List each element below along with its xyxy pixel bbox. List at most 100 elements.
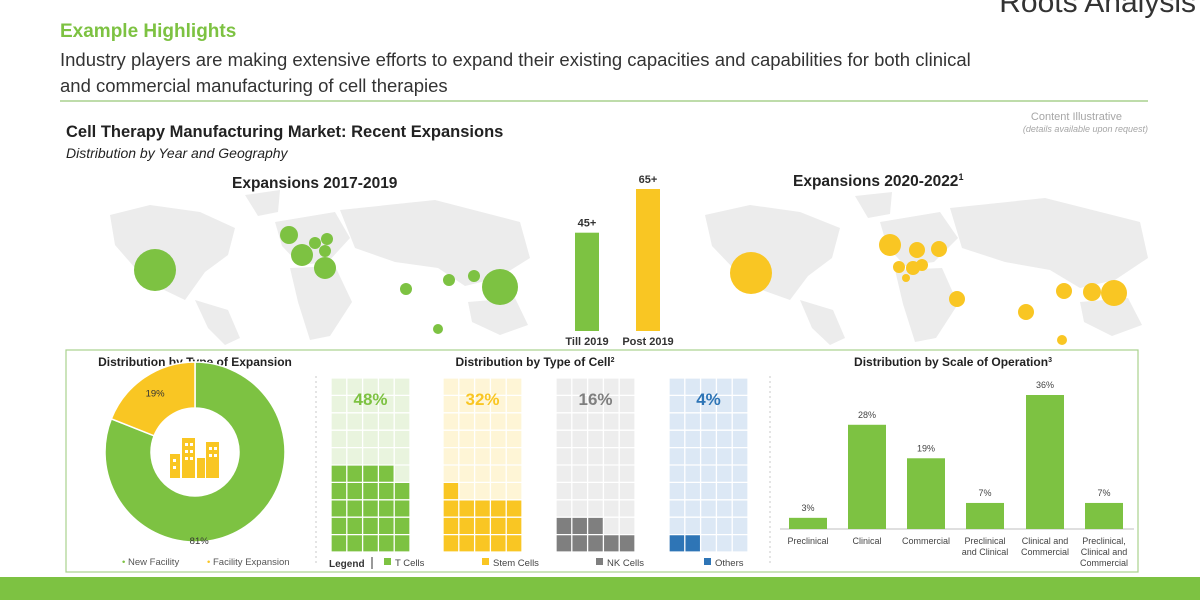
waffle-value-t-cells: 48% xyxy=(353,390,387,409)
bar-label-till-2019: Till 2019 xyxy=(565,336,608,348)
bubble-asia-2 xyxy=(468,270,480,282)
bubble-asia-4 xyxy=(433,324,443,334)
right-map-label-text: Expansions 2020-2022 xyxy=(793,173,958,190)
scale-label-clinical: Clinical xyxy=(852,536,881,546)
chart-title: Cell Therapy Manufacturing Market: Recen… xyxy=(66,123,503,141)
scale-title: Distribution by Scale of Operation3 xyxy=(854,355,1052,369)
waffle-cell-nk-cells xyxy=(571,517,588,535)
bubble-europe-6 xyxy=(314,257,336,279)
scale-value-preclinical: 3% xyxy=(801,503,814,513)
bubble-asia-r3 xyxy=(1101,280,1127,306)
waffle-cell-t-cells xyxy=(346,465,363,483)
scale-bar-preclinical xyxy=(789,517,827,529)
bar-value-till-2019: 45+ xyxy=(578,218,597,230)
waffle-cell-stem-cells xyxy=(490,534,507,552)
waffle-cell-nk-cells xyxy=(587,517,604,535)
bubble-europe-4 xyxy=(321,233,333,245)
scale-bar-preclinical-and-clinical xyxy=(966,502,1004,529)
legend-swatch-stem-cells xyxy=(482,558,489,565)
waffle-cell-nk-cells xyxy=(571,534,588,552)
waffle-cell-t-cells xyxy=(362,482,379,500)
waffle-cell-t-cells xyxy=(378,517,395,535)
scale-bar-clinical-and-commercial xyxy=(1026,395,1064,529)
waffle-cell-stem-cells xyxy=(490,517,507,535)
waffle-cell-t-cells xyxy=(394,517,410,535)
bubble-europe-r3 xyxy=(931,241,947,257)
waffle-cell-t-cells xyxy=(362,465,379,483)
waffle-cell-nk-cells xyxy=(556,534,572,552)
waffle-cell-others xyxy=(669,534,685,552)
bubbles-2020-2022 xyxy=(730,234,1127,345)
bubble-asia-r1 xyxy=(1056,283,1072,299)
chart-subtitle: Distribution by Year and Geography xyxy=(66,145,289,161)
donut-label-new-facility: 81% xyxy=(190,536,210,547)
footer-bar xyxy=(0,577,1200,600)
waffle-cell-stem-cells xyxy=(443,534,459,552)
bar-value-post-2019: 65+ xyxy=(639,174,658,186)
scale-label-preclinical-and-clinical: and Clinical xyxy=(962,547,1009,557)
waffle-t-cells: 48% xyxy=(330,377,411,553)
scale-label-preclinical-and-clinical: Preclinical xyxy=(964,536,1005,546)
scale-label-preclinical: Preclinical xyxy=(787,536,828,546)
bubble-europe-5 xyxy=(319,245,331,257)
bubble-europe-3 xyxy=(309,237,321,249)
scale-bar-commercial xyxy=(907,458,945,529)
bar-label-post-2019: Post 2019 xyxy=(622,336,673,348)
waffle-cell-stem-cells xyxy=(458,534,475,552)
donut-legend-marker-facility-expansion: • xyxy=(207,557,210,568)
bubble-north-america-left xyxy=(134,249,176,291)
right-map-label-sup: 1 xyxy=(958,172,963,182)
waffle-cell-stem-cells xyxy=(506,517,522,535)
bar-till-2019 xyxy=(575,232,599,331)
waffle-cell-t-cells xyxy=(378,534,395,552)
waffle-cell-t-cells xyxy=(331,482,347,500)
legend-swatch-others xyxy=(704,558,711,565)
waffle-cell-t-cells xyxy=(346,517,363,535)
waffle-cell-stem-cells xyxy=(490,499,507,518)
scale-title-text: Distribution by Scale of Operation xyxy=(854,355,1048,369)
cell-type-waffles: 48% T Cells 32% Stem Cells 16% NK Cells 4% Othe… xyxy=(330,377,749,569)
scale-bar-clinical xyxy=(848,424,886,529)
scale-bar-preclinical-clinical-and-commercial xyxy=(1085,502,1123,529)
scale-label-clinical-and-commercial: Clinical and xyxy=(1022,536,1069,546)
waffle-value-others: 4% xyxy=(696,390,721,409)
waffle-cell-t-cells xyxy=(362,499,379,518)
donut-legend-facility-expansion: Facility Expansion xyxy=(213,557,290,568)
donut-legend-marker-new-facility: • xyxy=(122,557,125,568)
waffle-cell-nk-cells xyxy=(556,517,572,535)
waffle-cell-stem-cells xyxy=(443,482,459,500)
waffle-value-nk-cells: 16% xyxy=(578,390,612,409)
bubble-asia-r2 xyxy=(1083,283,1101,301)
scale-title-sup: 3 xyxy=(1048,357,1052,364)
right-map-label: Expansions 2020-20221 xyxy=(793,172,963,190)
legend-label-t-cells: T Cells xyxy=(395,558,425,569)
scale-label-preclinical-clinical-and-commercial: Preclinical, xyxy=(1082,536,1126,546)
waffle-cell-stem-cells xyxy=(443,499,459,518)
scale-label-commercial: Commercial xyxy=(902,536,950,546)
left-map-label: Expansions 2017-2019 xyxy=(232,175,398,192)
waffle-cell-t-cells xyxy=(331,534,347,552)
waffle-cell-t-cells xyxy=(394,499,410,518)
waffle-nk-cells: 16% xyxy=(555,377,636,553)
scale-value-preclinical-and-clinical: 7% xyxy=(978,488,991,498)
waffle-cell-stem-cells xyxy=(458,517,475,535)
scale-label-preclinical-clinical-and-commercial: Commercial xyxy=(1080,558,1128,568)
legend-label-stem-cells: Stem Cells xyxy=(493,558,539,569)
waffle-cell-t-cells xyxy=(362,517,379,535)
donut-slice-new-facility xyxy=(104,361,286,543)
scale-value-commercial: 19% xyxy=(917,443,935,453)
content-illustrative-label: Content Illustrative xyxy=(1031,111,1122,123)
waffle-cell-t-cells xyxy=(331,517,347,535)
waffle-cell-t-cells xyxy=(378,499,395,518)
legend-label-others: Others xyxy=(715,558,744,569)
subtitle-line-2: and commercial manufacturing of cell the… xyxy=(60,75,448,96)
waffle-cell-stem-cells xyxy=(506,499,522,518)
waffle-cell-t-cells xyxy=(394,534,410,552)
donut-legend: • New Facility • Facility Expansion xyxy=(122,557,290,568)
scale-value-clinical-and-commercial: 36% xyxy=(1036,380,1054,390)
legend-label-nk-cells: NK Cells xyxy=(607,558,644,569)
waffle-cell-others xyxy=(684,534,701,552)
waffle-cell-t-cells xyxy=(378,465,395,483)
bubble-europe-r1 xyxy=(879,234,901,256)
